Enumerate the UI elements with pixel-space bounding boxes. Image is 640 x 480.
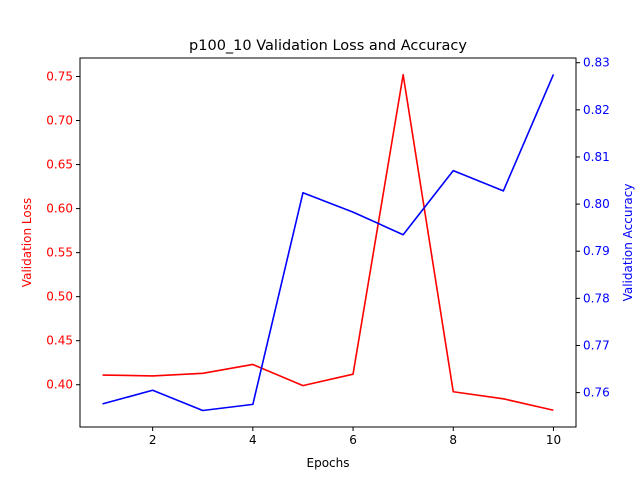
left-tick-label: 0.75 bbox=[46, 69, 73, 83]
left-tick-label: 0.65 bbox=[46, 158, 73, 172]
left-tick-label: 0.55 bbox=[46, 246, 73, 260]
plot-layer: 2 4 6 8 10 0.40 0.45 0.50 0.55 0.60 0.65 0.70 0.75 0.… bbox=[46, 56, 609, 447]
left-tick-label: 0.50 bbox=[46, 290, 73, 304]
x-tick-label: 4 bbox=[249, 433, 257, 447]
left-tick-label: 0.45 bbox=[46, 334, 73, 348]
right-tick-label: 0.77 bbox=[583, 338, 610, 352]
left-tick-label: 0.60 bbox=[46, 202, 73, 216]
right-tick-label: 0.79 bbox=[583, 244, 610, 258]
plot-frame bbox=[79, 57, 577, 428]
x-tick-label: 8 bbox=[449, 433, 457, 447]
right-tick-label: 0.76 bbox=[583, 386, 610, 400]
right-tick-label: 0.81 bbox=[583, 150, 610, 164]
left-tick-label: 0.40 bbox=[46, 378, 73, 392]
right-tick-label: 0.82 bbox=[583, 103, 610, 117]
validation-accuracy-line bbox=[102, 74, 555, 412]
right-tick-label: 0.83 bbox=[583, 56, 610, 70]
validation-loss-line bbox=[102, 73, 554, 412]
x-tick-label: 10 bbox=[546, 433, 561, 447]
left-axis-label: Validation Loss bbox=[20, 198, 34, 287]
right-tick-label: 0.78 bbox=[583, 291, 610, 305]
chart-title: p100_10 Validation Loss and Accuracy bbox=[189, 38, 467, 54]
x-tick-label: 6 bbox=[349, 433, 357, 447]
x-axis-label: Epochs bbox=[307, 456, 350, 470]
x-tick-label: 2 bbox=[149, 433, 157, 447]
right-tick-label: 0.80 bbox=[583, 197, 610, 211]
left-tick-label: 0.70 bbox=[46, 114, 73, 128]
right-axis-label: Validation Accuracy bbox=[621, 184, 635, 302]
